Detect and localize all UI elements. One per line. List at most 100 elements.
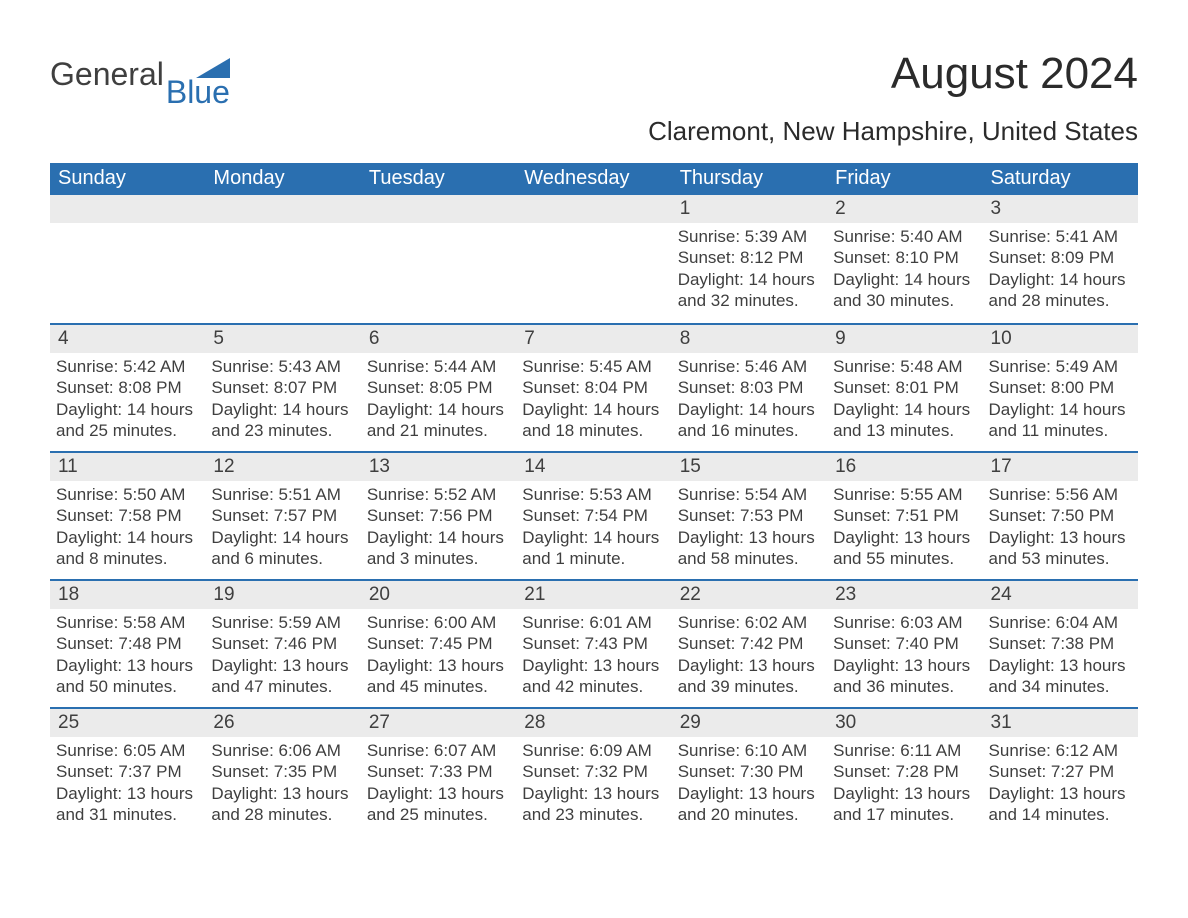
logo: General Blue bbox=[50, 50, 230, 108]
day-number: 5 bbox=[205, 325, 360, 353]
sunrise-text: Sunrise: 5:53 AM bbox=[522, 484, 665, 505]
day-number bbox=[50, 195, 205, 223]
day-cell: 30Sunrise: 6:11 AMSunset: 7:28 PMDayligh… bbox=[827, 709, 982, 835]
day-number: 12 bbox=[205, 453, 360, 481]
sunset-text: Sunset: 8:07 PM bbox=[211, 377, 354, 398]
weekday-header: Sunday bbox=[50, 163, 205, 195]
daylight-text: Daylight: 13 hours and 58 minutes. bbox=[678, 527, 821, 570]
sunrise-text: Sunrise: 5:45 AM bbox=[522, 356, 665, 377]
day-number: 28 bbox=[516, 709, 671, 737]
day-cell: 4Sunrise: 5:42 AMSunset: 8:08 PMDaylight… bbox=[50, 325, 205, 451]
sunrise-text: Sunrise: 6:10 AM bbox=[678, 740, 821, 761]
sunrise-text: Sunrise: 6:03 AM bbox=[833, 612, 976, 633]
sunrise-text: Sunrise: 5:59 AM bbox=[211, 612, 354, 633]
sunrise-text: Sunrise: 5:44 AM bbox=[367, 356, 510, 377]
week-row: 18Sunrise: 5:58 AMSunset: 7:48 PMDayligh… bbox=[50, 579, 1138, 707]
sunrise-text: Sunrise: 5:46 AM bbox=[678, 356, 821, 377]
day-cell: 17Sunrise: 5:56 AMSunset: 7:50 PMDayligh… bbox=[983, 453, 1138, 579]
day-number bbox=[205, 195, 360, 223]
daylight-text: Daylight: 14 hours and 6 minutes. bbox=[211, 527, 354, 570]
day-cell bbox=[205, 195, 360, 323]
month-title: August 2024 bbox=[648, 50, 1138, 98]
sunset-text: Sunset: 7:46 PM bbox=[211, 633, 354, 654]
daylight-text: Daylight: 13 hours and 25 minutes. bbox=[367, 783, 510, 826]
sunset-text: Sunset: 7:37 PM bbox=[56, 761, 199, 782]
day-cell: 29Sunrise: 6:10 AMSunset: 7:30 PMDayligh… bbox=[672, 709, 827, 835]
daylight-text: Daylight: 14 hours and 28 minutes. bbox=[989, 269, 1132, 312]
weekday-header: Thursday bbox=[672, 163, 827, 195]
day-cell: 19 Sunrise: 5:59 AMSunset: 7:46 PMDayligh… bbox=[205, 581, 360, 707]
day-cell: 20Sunrise: 6:00 AMSunset: 7:45 PMDayligh… bbox=[361, 581, 516, 707]
sunrise-text: Sunrise: 6:02 AM bbox=[678, 612, 821, 633]
sunset-text: Sunset: 7:56 PM bbox=[367, 505, 510, 526]
sunrise-text: Sunrise: 5:48 AM bbox=[833, 356, 976, 377]
day-cell: 28Sunrise: 6:09 AMSunset: 7:32 PMDayligh… bbox=[516, 709, 671, 835]
day-number: 9 bbox=[827, 325, 982, 353]
day-number: 17 bbox=[983, 453, 1138, 481]
sunrise-text: Sunrise: 6:01 AM bbox=[522, 612, 665, 633]
sunset-text: Sunset: 7:42 PM bbox=[678, 633, 821, 654]
logo-blue-text: Blue bbox=[166, 76, 230, 108]
daylight-text: Daylight: 14 hours and 18 minutes. bbox=[522, 399, 665, 442]
title-block: August 2024 Claremont, New Hampshire, Un… bbox=[648, 50, 1138, 157]
sunrise-text: Sunrise: 6:09 AM bbox=[522, 740, 665, 761]
sunrise-text: Sunrise: 6:05 AM bbox=[56, 740, 199, 761]
sunset-text: Sunset: 8:05 PM bbox=[367, 377, 510, 398]
day-number: 18 bbox=[50, 581, 205, 609]
daylight-text: Daylight: 14 hours and 8 minutes. bbox=[56, 527, 199, 570]
sunrise-text: Sunrise: 6:06 AM bbox=[211, 740, 354, 761]
week-row: 25Sunrise: 6:05 AMSunset: 7:37 PMDayligh… bbox=[50, 707, 1138, 835]
day-number: 23 bbox=[827, 581, 982, 609]
sunset-text: Sunset: 7:57 PM bbox=[211, 505, 354, 526]
sunrise-text: Sunrise: 5:58 AM bbox=[56, 612, 199, 633]
weeks-container: 1Sunrise: 5:39 AMSunset: 8:12 PMDaylight… bbox=[50, 195, 1138, 835]
daylight-text: Daylight: 13 hours and 28 minutes. bbox=[211, 783, 354, 826]
daylight-text: Daylight: 13 hours and 55 minutes. bbox=[833, 527, 976, 570]
weekday-header: Monday bbox=[205, 163, 360, 195]
daylight-text: Daylight: 13 hours and 36 minutes. bbox=[833, 655, 976, 698]
calendar-page: General Blue August 2024 Claremont, New … bbox=[0, 0, 1188, 865]
daylight-text: Daylight: 13 hours and 50 minutes. bbox=[56, 655, 199, 698]
daylight-text: Daylight: 14 hours and 1 minute. bbox=[522, 527, 665, 570]
sunrise-text: Sunrise: 5:51 AM bbox=[211, 484, 354, 505]
sunset-text: Sunset: 7:27 PM bbox=[989, 761, 1132, 782]
sunset-text: Sunset: 8:04 PM bbox=[522, 377, 665, 398]
daylight-text: Daylight: 14 hours and 16 minutes. bbox=[678, 399, 821, 442]
weekday-header-row: Sunday Monday Tuesday Wednesday Thursday… bbox=[50, 163, 1138, 195]
daylight-text: Daylight: 13 hours and 42 minutes. bbox=[522, 655, 665, 698]
day-cell bbox=[516, 195, 671, 323]
sunset-text: Sunset: 7:54 PM bbox=[522, 505, 665, 526]
day-number: 22 bbox=[672, 581, 827, 609]
day-number: 7 bbox=[516, 325, 671, 353]
day-cell: 25Sunrise: 6:05 AMSunset: 7:37 PMDayligh… bbox=[50, 709, 205, 835]
day-number: 3 bbox=[983, 195, 1138, 223]
day-number: 11 bbox=[50, 453, 205, 481]
sunrise-text: Sunrise: 5:56 AM bbox=[989, 484, 1132, 505]
sunset-text: Sunset: 8:12 PM bbox=[678, 247, 821, 268]
daylight-text: Daylight: 14 hours and 11 minutes. bbox=[989, 399, 1132, 442]
day-cell: 14Sunrise: 5:53 AMSunset: 7:54 PMDayligh… bbox=[516, 453, 671, 579]
sunrise-text: Sunrise: 5:42 AM bbox=[56, 356, 199, 377]
daylight-text: Daylight: 13 hours and 47 minutes. bbox=[211, 655, 354, 698]
day-cell: 13Sunrise: 5:52 AMSunset: 7:56 PMDayligh… bbox=[361, 453, 516, 579]
day-cell: 23Sunrise: 6:03 AMSunset: 7:40 PMDayligh… bbox=[827, 581, 982, 707]
sunset-text: Sunset: 7:43 PM bbox=[522, 633, 665, 654]
day-number: 10 bbox=[983, 325, 1138, 353]
daylight-text: Daylight: 14 hours and 25 minutes. bbox=[56, 399, 199, 442]
day-cell bbox=[50, 195, 205, 323]
day-number: 24 bbox=[983, 581, 1138, 609]
day-number: 16 bbox=[827, 453, 982, 481]
week-row: 1Sunrise: 5:39 AMSunset: 8:12 PMDaylight… bbox=[50, 195, 1138, 323]
daylight-text: Daylight: 13 hours and 53 minutes. bbox=[989, 527, 1132, 570]
daylight-text: Daylight: 14 hours and 23 minutes. bbox=[211, 399, 354, 442]
logo-general-text: General bbox=[50, 58, 164, 90]
day-number: 13 bbox=[361, 453, 516, 481]
sunrise-text: Sunrise: 5:39 AM bbox=[678, 226, 821, 247]
day-cell: 10Sunrise: 5:49 AMSunset: 8:00 PMDayligh… bbox=[983, 325, 1138, 451]
day-number: 6 bbox=[361, 325, 516, 353]
sunrise-text: Sunrise: 5:40 AM bbox=[833, 226, 976, 247]
sunrise-text: Sunrise: 6:12 AM bbox=[989, 740, 1132, 761]
daylight-text: Daylight: 14 hours and 21 minutes. bbox=[367, 399, 510, 442]
sunset-text: Sunset: 8:03 PM bbox=[678, 377, 821, 398]
day-number: 19 bbox=[205, 581, 360, 609]
